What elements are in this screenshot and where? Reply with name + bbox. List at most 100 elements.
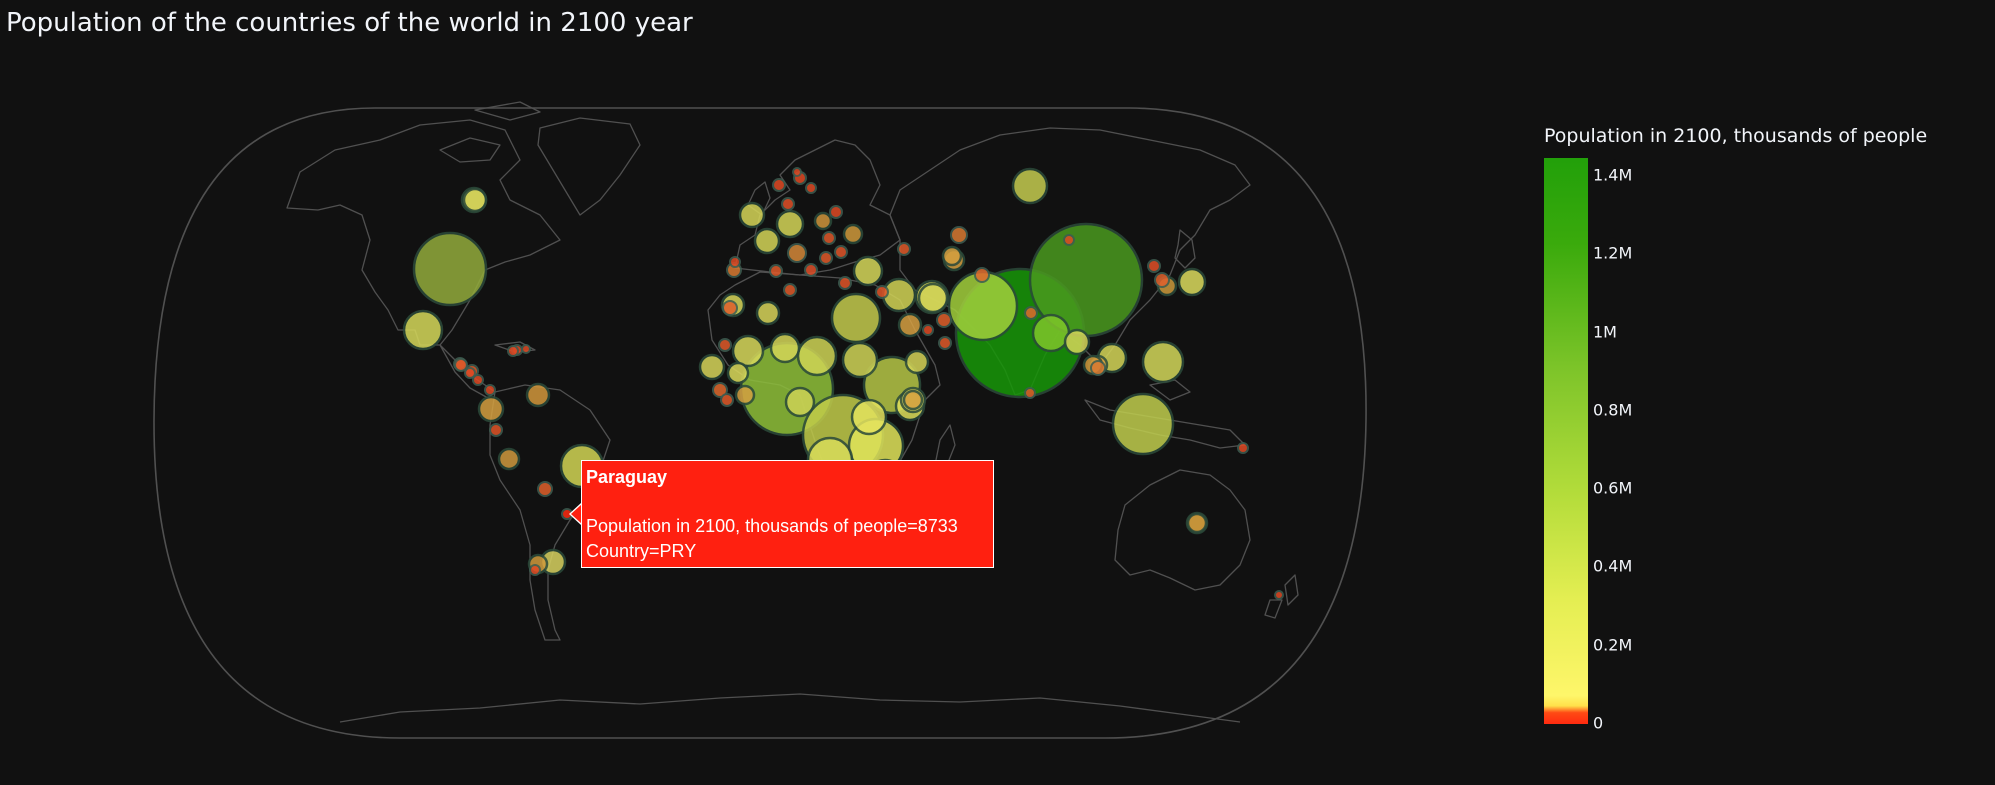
bubble-greece[interactable] xyxy=(838,276,852,290)
bubble-nordic-2[interactable] xyxy=(805,182,817,194)
bubble-iceland[interactable] xyxy=(792,167,802,177)
bubble-scandinavia[interactable] xyxy=(772,178,786,192)
bubble-taiwan[interactable] xyxy=(1147,259,1161,273)
bubble-iran[interactable] xyxy=(917,282,949,314)
bubble-egypt[interactable] xyxy=(830,292,882,344)
bubble-venezuela[interactable] xyxy=(525,382,551,408)
bubble-guatemala[interactable] xyxy=(454,358,468,372)
bubble-gulf-1[interactable] xyxy=(922,324,934,336)
bubble-japan[interactable] xyxy=(1177,267,1207,297)
bubble-yemen[interactable] xyxy=(904,349,930,375)
bubble-cameroon[interactable] xyxy=(784,386,816,418)
colorbar-tick-label: 1.2M xyxy=(1593,243,1633,263)
bubble-peru[interactable] xyxy=(497,447,521,471)
bubble-balkan-3[interactable] xyxy=(834,245,848,259)
bubble-laos[interactable] xyxy=(1090,360,1106,376)
greenland-outline xyxy=(537,117,641,216)
bubble-bolivia[interactable] xyxy=(537,481,553,497)
bubble-baltic-1[interactable] xyxy=(829,205,843,219)
colorbar-tick-label: 0.8M xyxy=(1593,400,1633,420)
bubble-ukraine[interactable] xyxy=(842,223,864,245)
colorbar-title: Population in 2100, thousands of people xyxy=(1544,125,1928,147)
antarctica-outline xyxy=(339,693,1241,723)
bubble-poland[interactable] xyxy=(813,211,833,231)
bubble-mongolia[interactable] xyxy=(1063,234,1075,246)
bubble-usa[interactable] xyxy=(412,231,488,307)
bubble-philippines[interactable] xyxy=(1141,340,1185,384)
bubble-europe-west-3[interactable] xyxy=(769,264,783,278)
europe-outline xyxy=(734,139,901,276)
bubble-niger[interactable] xyxy=(796,335,838,377)
bubble-burkina[interactable] xyxy=(769,332,801,364)
bubble-iberia[interactable] xyxy=(722,300,738,316)
bubble-morocco[interactable] xyxy=(698,353,726,381)
colorbar-tick-label: 0.4M xyxy=(1593,556,1633,576)
hover-tooltip: Paraguay Population in 2100, thousands o… xyxy=(581,460,994,568)
japan-outline xyxy=(1174,229,1196,269)
bubble-uruguay[interactable] xyxy=(529,564,541,576)
bubble-algeria[interactable] xyxy=(755,300,781,326)
south-america-outline xyxy=(489,384,611,641)
bubble-mali[interactable] xyxy=(731,334,765,368)
bubble-colombia[interactable] xyxy=(477,395,505,423)
bubble-france[interactable] xyxy=(753,227,781,255)
colorbar-tick-label: 1.4M xyxy=(1593,165,1633,185)
bubble-baltic-2[interactable] xyxy=(822,231,836,245)
bubble-central-asia-1[interactable] xyxy=(950,226,968,244)
bubble-nepal[interactable] xyxy=(1024,306,1038,320)
bubble-sri-lanka[interactable] xyxy=(1024,387,1036,399)
bubble-west-africa-2[interactable] xyxy=(712,382,728,398)
bubble-ecuador[interactable] xyxy=(489,423,503,437)
colorbar-tick-label: 0 xyxy=(1593,713,1604,733)
tooltip-population: Population in 2100, thousands of people=… xyxy=(586,516,958,536)
chart-title: Population of the countries of the world… xyxy=(6,8,693,38)
bubble-uk[interactable] xyxy=(738,201,766,229)
tooltip-country: Country=PRY xyxy=(586,541,697,561)
bubble-north-africa[interactable] xyxy=(783,283,797,297)
bubble-caribbean-2[interactable] xyxy=(521,344,531,354)
bubble-europe-west-2[interactable] xyxy=(787,243,807,263)
colorbar-tick-label: 1M xyxy=(1593,322,1617,341)
bubble-indonesia[interactable] xyxy=(1111,392,1175,456)
colorbar-tick-label: 0.6M xyxy=(1593,478,1633,498)
bubble-balkan-2[interactable] xyxy=(804,263,818,277)
bubble-korea-n[interactable] xyxy=(1154,272,1170,288)
colorbar-tick-label: 0.2M xyxy=(1593,635,1633,655)
bubble-alaska[interactable] xyxy=(462,187,488,213)
bubble-central-am-3[interactable] xyxy=(484,384,496,396)
bubble-russia[interactable] xyxy=(1011,167,1049,205)
new-zealand-outline xyxy=(1264,574,1299,619)
bubble-balkan-1[interactable] xyxy=(819,251,833,265)
population-bubbles[interactable] xyxy=(402,167,1284,600)
bubble-cuba[interactable] xyxy=(507,345,519,357)
bubble-sudan[interactable] xyxy=(841,341,879,379)
bubble-somalia[interactable] xyxy=(902,389,924,411)
tooltip-title: Paraguay xyxy=(586,467,668,487)
bubble-honduras[interactable] xyxy=(464,367,476,379)
bubble-east-africa-2[interactable] xyxy=(938,336,952,350)
bubble-nordic-3[interactable] xyxy=(781,197,795,211)
bubble-myanmar[interactable] xyxy=(1063,328,1091,356)
bubble-turkey[interactable] xyxy=(852,255,884,287)
bubble-east-africa-1[interactable] xyxy=(936,312,952,328)
bubble-west-africa-1[interactable] xyxy=(718,338,732,352)
bubble-uganda[interactable] xyxy=(850,398,888,436)
arctic-islands-outline xyxy=(439,101,541,163)
bubble-fiji[interactable] xyxy=(1274,590,1284,600)
bubble-germany[interactable] xyxy=(775,209,805,239)
bubble-central-am-2[interactable] xyxy=(472,374,484,386)
bubble-levant[interactable] xyxy=(875,285,889,299)
bubble-west-africa-3[interactable] xyxy=(720,393,734,407)
bubble-central-asia-2[interactable] xyxy=(974,267,990,283)
bubble-png[interactable] xyxy=(1237,442,1249,454)
bubble-ghana[interactable] xyxy=(726,361,750,385)
bubble-caucasus[interactable] xyxy=(897,242,911,256)
bubble-saudi[interactable] xyxy=(897,312,923,338)
bubble-ireland[interactable] xyxy=(729,256,741,268)
bubble-new-zealand[interactable] xyxy=(1186,512,1208,534)
bubble-kazakh[interactable] xyxy=(941,245,963,267)
bubble-bangladesh[interactable] xyxy=(1031,313,1071,353)
bubble-mexico[interactable] xyxy=(402,309,444,351)
bubble-senegal[interactable] xyxy=(734,384,756,406)
